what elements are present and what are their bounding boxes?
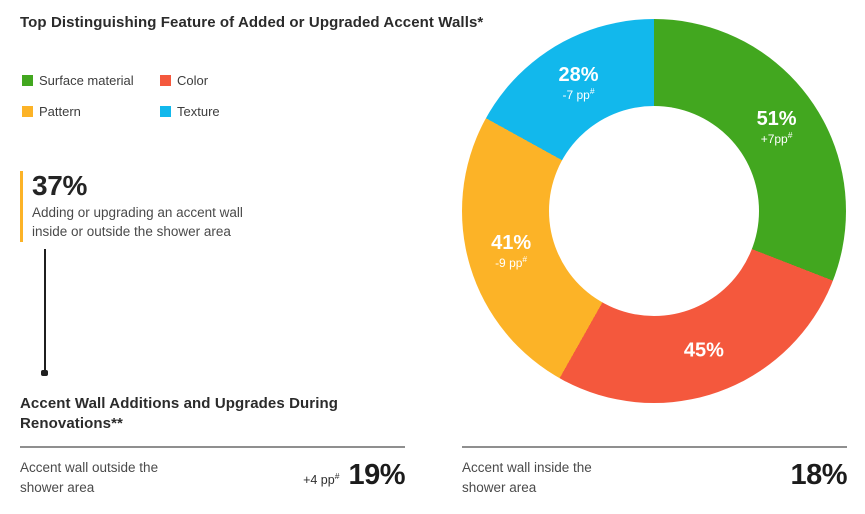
footnote-hash: #	[787, 129, 793, 140]
segment-percent: 51%	[756, 107, 797, 130]
legend-label: Color	[177, 73, 209, 88]
connector-dot	[41, 370, 48, 376]
segment-delta: -7 pp#	[562, 85, 595, 102]
highlight-stat-description: Adding or upgrading an accent wall insid…	[32, 205, 243, 240]
legend-swatch	[160, 75, 171, 86]
highlight-stat-value: 37%	[32, 170, 88, 201]
segment-delta: -9 pp#	[495, 254, 528, 271]
donut-label-surface-material: 51% +7pp#	[757, 108, 797, 146]
footnote-hash: #	[589, 85, 595, 96]
footer-stat-outside-shower: Accent wall outside the shower area +4 p…	[20, 446, 405, 497]
footnote-hash: #	[522, 254, 528, 265]
donut-label-pattern: 41% -9 pp#	[491, 232, 531, 270]
segment-percent: 45%	[683, 339, 724, 362]
donut-hole	[549, 106, 759, 316]
legend-item-color: Color	[160, 73, 320, 88]
legend-label: Pattern	[39, 104, 81, 119]
legend-label: Surface material	[39, 73, 134, 88]
legend-item-texture: Texture	[160, 104, 320, 119]
legend-swatch	[22, 106, 33, 117]
legend-item-pattern: Pattern	[22, 104, 160, 119]
segment-delta: +7pp#	[760, 129, 793, 146]
footer-label: Accent wall inside the shower area	[462, 460, 592, 495]
segment-percent: 41%	[491, 232, 532, 255]
connector-line	[44, 249, 46, 371]
footer-label: Accent wall outside the shower area	[20, 460, 159, 495]
section-heading: Accent Wall Additions and Upgrades Durin…	[20, 395, 339, 433]
legend-item-surface-material: Surface material	[22, 73, 160, 88]
legend-label: Texture	[177, 104, 220, 119]
page-title: Top Distinguishing Feature of Added or U…	[20, 14, 484, 31]
donut-chart: 51% +7pp# 45% 41% -9 pp# 28% -7 pp#	[462, 19, 846, 403]
footer-stat-inside-shower: Accent wall inside the shower area 18%	[462, 446, 847, 497]
highlight-stat-block: 37% Adding or upgrading an accent wall i…	[20, 171, 272, 242]
footnote-hash: #	[334, 470, 340, 481]
chart-legend: Surface material Color Pattern Texture	[22, 73, 320, 119]
segment-percent: 28%	[558, 63, 599, 86]
legend-swatch	[160, 106, 171, 117]
legend-swatch	[22, 75, 33, 86]
footer-value: 19%	[348, 459, 405, 491]
footer-value: 18%	[790, 459, 847, 491]
donut-label-texture: 28% -7 pp#	[559, 64, 599, 102]
donut-label-color: 45%	[684, 339, 724, 362]
footer-delta: +4 pp#	[303, 470, 340, 487]
